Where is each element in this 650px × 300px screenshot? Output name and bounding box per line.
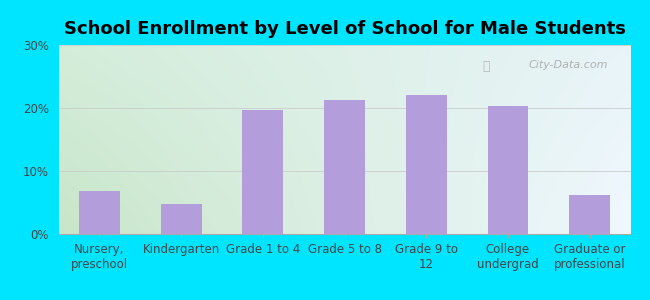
- Text: ⓘ: ⓘ: [483, 60, 490, 73]
- Bar: [324, 100, 365, 234]
- Bar: [242, 110, 283, 234]
- Bar: [161, 204, 202, 234]
- Bar: [79, 191, 120, 234]
- Bar: [569, 195, 610, 234]
- Bar: [406, 95, 447, 234]
- Text: City-Data.com: City-Data.com: [528, 60, 608, 70]
- Bar: [488, 106, 528, 234]
- Title: School Enrollment by Level of School for Male Students: School Enrollment by Level of School for…: [64, 20, 625, 38]
